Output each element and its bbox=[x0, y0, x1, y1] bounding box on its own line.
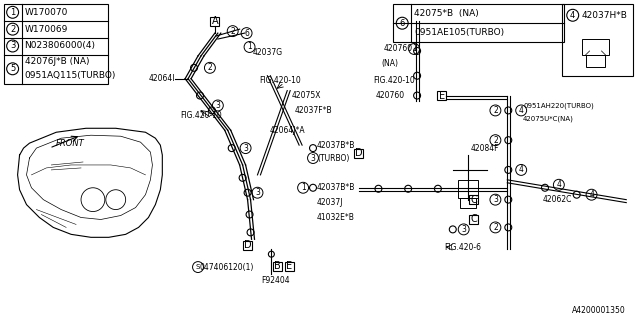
Text: S: S bbox=[196, 264, 200, 270]
Bar bbox=[469, 195, 478, 204]
Text: 420760: 420760 bbox=[376, 91, 404, 100]
Text: 42037B*B: 42037B*B bbox=[317, 140, 355, 150]
Text: 42075*B  (NA): 42075*B (NA) bbox=[414, 9, 479, 18]
Text: 4: 4 bbox=[589, 190, 594, 199]
Text: 3: 3 bbox=[310, 154, 316, 163]
Text: 0951AQ115(TURBO): 0951AQ115(TURBO) bbox=[24, 71, 116, 80]
Text: FRONT: FRONT bbox=[56, 139, 85, 148]
Text: 3: 3 bbox=[493, 195, 498, 204]
Text: W170070: W170070 bbox=[24, 8, 68, 17]
Text: 3: 3 bbox=[243, 144, 248, 153]
Text: 42037B*B: 42037B*B bbox=[317, 183, 355, 192]
Text: 047406120(1): 047406120(1) bbox=[200, 263, 254, 272]
Bar bbox=[458, 180, 477, 198]
Text: A4200001350: A4200001350 bbox=[572, 306, 625, 315]
Text: 3: 3 bbox=[461, 225, 466, 234]
Bar bbox=[4, 4, 108, 84]
Text: 2: 2 bbox=[10, 25, 15, 34]
Text: W170069: W170069 bbox=[24, 25, 68, 34]
Text: 42076J*B (NA): 42076J*B (NA) bbox=[24, 57, 89, 66]
Text: C: C bbox=[470, 214, 477, 224]
Bar bbox=[354, 148, 363, 157]
Text: 0951AH220(TURBO): 0951AH220(TURBO) bbox=[523, 102, 594, 109]
Text: F92404: F92404 bbox=[261, 276, 290, 285]
Text: C: C bbox=[470, 195, 477, 205]
Text: 1: 1 bbox=[412, 44, 417, 53]
Text: B: B bbox=[274, 261, 281, 271]
Text: D: D bbox=[244, 240, 252, 250]
Text: 3: 3 bbox=[216, 101, 220, 110]
Text: E: E bbox=[286, 261, 292, 271]
Bar bbox=[285, 262, 294, 270]
Text: FIG.420-6: FIG.420-6 bbox=[444, 243, 481, 252]
Bar bbox=[437, 91, 446, 100]
Text: 2: 2 bbox=[230, 27, 235, 36]
Text: 420760: 420760 bbox=[383, 44, 413, 53]
Text: 42084F: 42084F bbox=[470, 144, 499, 153]
Bar bbox=[469, 215, 478, 224]
Text: 5: 5 bbox=[10, 64, 15, 73]
Text: 42062C: 42062C bbox=[543, 195, 572, 204]
Text: 6: 6 bbox=[244, 28, 249, 38]
Text: FIG.420-10: FIG.420-10 bbox=[180, 111, 222, 120]
Text: 2: 2 bbox=[493, 223, 498, 232]
Text: 42037F*B: 42037F*B bbox=[294, 106, 332, 115]
Text: N023806000(4): N023806000(4) bbox=[24, 42, 95, 51]
Bar bbox=[460, 198, 476, 208]
Text: 0951AE105(TURBO): 0951AE105(TURBO) bbox=[414, 28, 504, 36]
Text: 1: 1 bbox=[301, 183, 305, 192]
Text: 6: 6 bbox=[399, 19, 405, 28]
Text: 1: 1 bbox=[247, 43, 252, 52]
Bar bbox=[562, 4, 633, 76]
Bar bbox=[243, 241, 252, 250]
Text: (NA): (NA) bbox=[381, 59, 399, 68]
Text: FIG.420-10: FIG.420-10 bbox=[259, 76, 301, 85]
Text: 42075X: 42075X bbox=[291, 91, 321, 100]
Text: 4: 4 bbox=[570, 11, 575, 20]
Text: 42064I: 42064I bbox=[148, 74, 175, 83]
Text: E: E bbox=[439, 91, 445, 100]
Bar bbox=[394, 4, 564, 42]
Text: A: A bbox=[212, 16, 218, 26]
Text: 42075U*C(NA): 42075U*C(NA) bbox=[523, 115, 574, 122]
Bar bbox=[273, 262, 282, 270]
Text: 4: 4 bbox=[519, 165, 524, 174]
Text: 2: 2 bbox=[493, 136, 498, 145]
Text: 2: 2 bbox=[493, 106, 498, 115]
Text: (TURBO): (TURBO) bbox=[317, 154, 349, 163]
Text: 41032E*B: 41032E*B bbox=[317, 213, 355, 222]
Bar bbox=[586, 55, 605, 67]
Bar bbox=[582, 39, 609, 55]
Text: 3: 3 bbox=[10, 42, 15, 51]
Text: 2: 2 bbox=[207, 63, 212, 72]
Text: 42037H*B: 42037H*B bbox=[582, 11, 628, 20]
Text: 4: 4 bbox=[556, 180, 561, 189]
Text: 4: 4 bbox=[519, 106, 524, 115]
Text: FIG.420-10: FIG.420-10 bbox=[374, 76, 415, 85]
Text: 3: 3 bbox=[255, 188, 260, 197]
Text: 42037G: 42037G bbox=[253, 48, 283, 57]
Text: 42064J*A: 42064J*A bbox=[269, 126, 305, 135]
Text: 1: 1 bbox=[10, 8, 15, 17]
Text: 42037J: 42037J bbox=[317, 198, 344, 207]
Text: D: D bbox=[355, 148, 362, 158]
Bar bbox=[211, 17, 220, 26]
